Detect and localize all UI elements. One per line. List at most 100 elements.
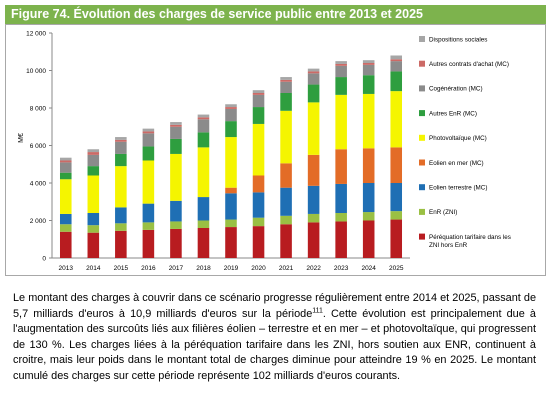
bar-segment[interactable] [142,222,155,230]
bar-segment[interactable] [142,128,155,132]
bar-segment[interactable] [280,93,292,111]
bar-segment[interactable] [335,65,347,78]
bar-segment[interactable] [87,232,100,258]
bar-segment[interactable] [225,187,237,194]
bar-segment[interactable] [362,212,375,221]
bar-segment[interactable] [335,221,347,258]
bar-segment[interactable] [170,200,182,222]
bar-segment[interactable] [280,187,292,216]
bar-segment[interactable] [170,124,182,127]
bar-segment[interactable] [280,215,292,225]
bar-segment[interactable] [59,162,72,173]
bar-segment[interactable] [252,175,265,193]
bar-segment[interactable] [252,123,265,176]
bar-segment[interactable] [390,183,403,212]
bar-segment[interactable] [280,77,292,80]
bar-segment[interactable] [252,107,265,124]
bar-segment[interactable] [390,211,403,220]
bar-segment[interactable] [335,213,347,222]
bar-segment[interactable] [170,221,182,229]
bar-segment[interactable] [87,213,100,226]
bar-segment[interactable] [307,213,320,223]
bar-segment[interactable] [280,79,292,82]
bar-segment[interactable] [225,107,237,109]
bar-segment[interactable] [115,230,127,258]
bar-segment[interactable] [252,192,265,218]
bar-segment[interactable] [142,229,155,258]
bar-segment[interactable] [197,197,210,221]
bar-segment[interactable] [225,227,237,258]
bar-segment[interactable] [307,222,320,258]
bar-segment[interactable] [115,153,127,167]
bar-segment[interactable] [197,220,210,229]
bar-segment[interactable] [280,163,292,188]
bar-segment[interactable] [197,132,210,148]
bar-segment[interactable] [197,117,210,120]
bar-segment[interactable] [362,75,375,94]
bar-segment[interactable] [362,183,375,213]
bar-segment[interactable] [252,217,265,227]
bar-segment[interactable] [170,126,182,139]
bar-segment[interactable] [59,231,72,258]
bar-segment[interactable] [225,108,237,122]
bar-segment[interactable] [87,175,100,214]
bar-segment[interactable] [87,152,100,155]
bar-segment[interactable] [362,64,375,76]
bar-segment[interactable] [362,63,375,65]
bar-segment[interactable] [307,68,320,72]
bar-segment[interactable] [59,179,72,214]
bar-segment[interactable] [335,149,347,184]
bar-segment[interactable] [335,77,347,95]
bar-segment[interactable] [252,90,265,93]
bar-segment[interactable] [170,228,182,258]
bar-segment[interactable] [197,119,210,133]
bar-segment[interactable] [59,157,72,161]
bar-segment[interactable] [307,154,320,186]
bar-segment[interactable] [307,102,320,155]
bar-segment[interactable] [390,55,403,60]
bar-segment[interactable] [252,94,265,108]
bar-segment[interactable] [142,131,155,134]
bar-segment[interactable] [87,149,100,153]
bar-segment[interactable] [170,122,182,125]
bar-segment[interactable] [390,61,403,72]
bar-segment[interactable] [115,166,127,208]
bar-segment[interactable] [59,172,72,180]
bar-segment[interactable] [115,139,127,142]
bar-segment[interactable] [225,121,237,138]
bar-segment[interactable] [335,61,347,64]
bar-segment[interactable] [307,71,320,74]
bar-segment[interactable] [142,203,155,223]
bar-segment[interactable] [115,141,127,154]
bar-segment[interactable] [335,94,347,150]
bar-segment[interactable] [170,138,182,154]
bar-segment[interactable] [225,104,237,108]
bar-segment[interactable] [252,226,265,258]
bar-segment[interactable] [252,93,265,95]
bar-segment[interactable] [362,93,375,149]
bar-segment[interactable] [390,91,403,148]
bar-segment[interactable] [362,220,375,259]
bar-segment[interactable] [115,207,127,224]
bar-segment[interactable] [142,160,155,204]
bar-segment[interactable] [280,224,292,258]
bar-segment[interactable] [142,146,155,161]
bar-segment[interactable] [59,160,72,163]
bar-segment[interactable] [225,193,237,220]
bar-segment[interactable] [115,223,127,231]
bar-segment[interactable] [87,154,100,167]
bar-segment[interactable] [59,224,72,232]
bar-segment[interactable] [170,153,182,201]
bar-segment[interactable] [225,137,237,188]
bar-segment[interactable] [335,183,347,213]
bar-segment[interactable] [335,63,347,66]
bar-segment[interactable] [87,225,100,233]
bar-segment[interactable] [307,84,320,103]
bar-segment[interactable] [280,81,292,93]
bar-segment[interactable] [390,219,403,258]
bar-segment[interactable] [115,137,127,140]
bar-segment[interactable] [197,228,210,258]
bar-segment[interactable] [142,133,155,147]
bar-segment[interactable] [362,60,375,63]
bar-segment[interactable] [307,73,320,85]
